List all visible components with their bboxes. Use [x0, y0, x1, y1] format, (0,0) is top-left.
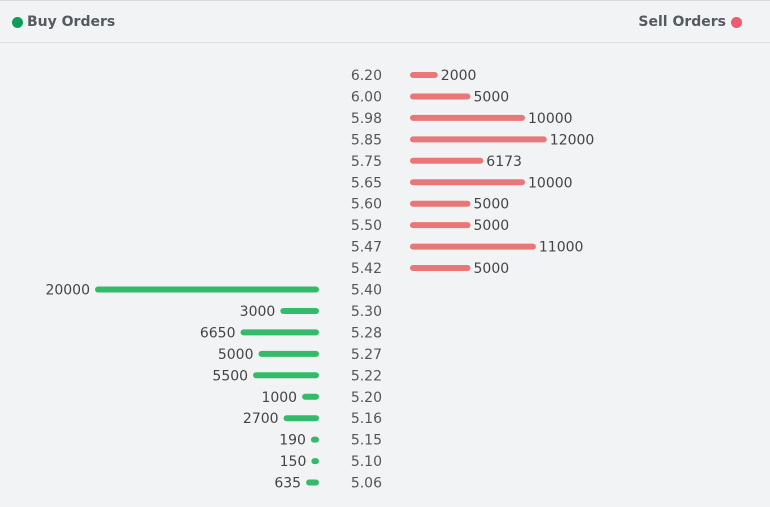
buy-volume-label: 635: [274, 476, 301, 492]
buy-volume-label: 5000: [218, 347, 254, 363]
buy-volume-label: 6650: [200, 325, 236, 341]
price-label: 5.50: [351, 218, 382, 234]
buy-volume-label: 1000: [261, 390, 297, 406]
price-label: 5.75: [351, 154, 382, 170]
sell-volume-label: 2000: [441, 68, 477, 84]
price-label: 5.98: [351, 111, 382, 127]
price-label: 5.65: [351, 175, 382, 191]
price-label: 5.42: [351, 261, 382, 277]
sell-volume-label: 5000: [474, 218, 510, 234]
price-label: 5.27: [351, 347, 382, 363]
sell-dot-icon: [731, 16, 742, 28]
sell-volume-label: 5000: [474, 197, 510, 213]
price-label: 5.85: [351, 132, 382, 148]
price-label: 5.30: [351, 304, 382, 320]
price-label: 5.06: [351, 476, 382, 492]
sell-volume-label: 10000: [528, 111, 573, 127]
sell-orders-label: Sell Orders: [638, 14, 726, 30]
sell-orders-legend[interactable]: Sell Orders: [638, 14, 742, 30]
price-label: 6.00: [351, 89, 382, 105]
price-label: 5.16: [351, 411, 382, 427]
price-label: 5.28: [351, 325, 382, 341]
sell-volume-label: 10000: [528, 175, 573, 191]
price-label: 5.10: [351, 454, 382, 470]
sell-volume-label: 11000: [539, 240, 584, 256]
buy-volume-label: 3000: [240, 304, 276, 320]
price-label: 5.60: [351, 197, 382, 213]
buy-volume-label: 20000: [45, 283, 90, 299]
buy-dot-icon: [12, 16, 23, 28]
sell-volume-label: 6173: [486, 154, 522, 170]
price-label: 5.47: [351, 240, 382, 256]
buy-volume-label: 5500: [212, 368, 248, 384]
price-label: 5.20: [351, 390, 382, 406]
sell-volume-label: 12000: [550, 132, 595, 148]
buy-volume-label: 190: [279, 433, 306, 449]
buy-volume-label: 150: [280, 454, 307, 470]
price-label: 5.15: [351, 433, 382, 449]
price-label: 5.40: [351, 283, 382, 299]
price-label: 6.20: [351, 68, 382, 84]
sell-volume-label: 5000: [474, 261, 510, 277]
legend-header: Buy Orders Sell Orders: [0, 2, 770, 43]
sell-volume-label: 5000: [474, 89, 510, 105]
buy-orders-label: Buy Orders: [27, 14, 116, 30]
buy-volume-label: 2700: [243, 411, 279, 427]
price-label: 5.22: [351, 368, 382, 384]
buy-orders-legend[interactable]: Buy Orders: [12, 14, 115, 30]
